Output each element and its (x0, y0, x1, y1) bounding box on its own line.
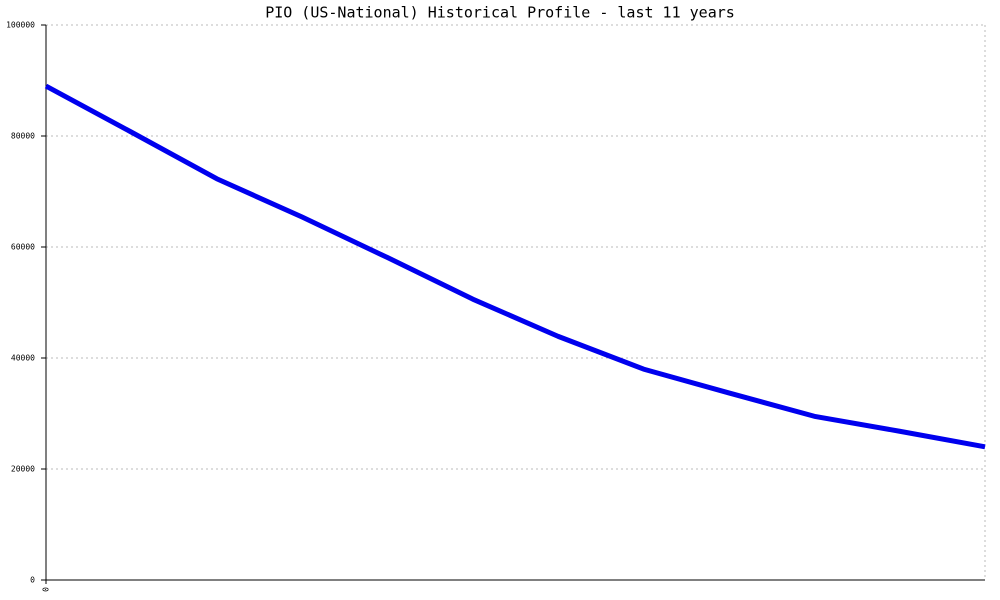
x-tick-label: 0 (42, 587, 51, 592)
y-tick-label: 80000 (11, 132, 35, 141)
y-tick-label: 60000 (11, 243, 35, 252)
y-tick-label: 20000 (11, 465, 35, 474)
chart-title: PIO (US-National) Historical Profile - l… (265, 4, 735, 22)
data-line (44, 83, 986, 450)
y-tick-label: 100000 (6, 21, 35, 30)
y-tick-label: 0 (30, 576, 35, 585)
y-tick-label: 40000 (11, 354, 35, 363)
